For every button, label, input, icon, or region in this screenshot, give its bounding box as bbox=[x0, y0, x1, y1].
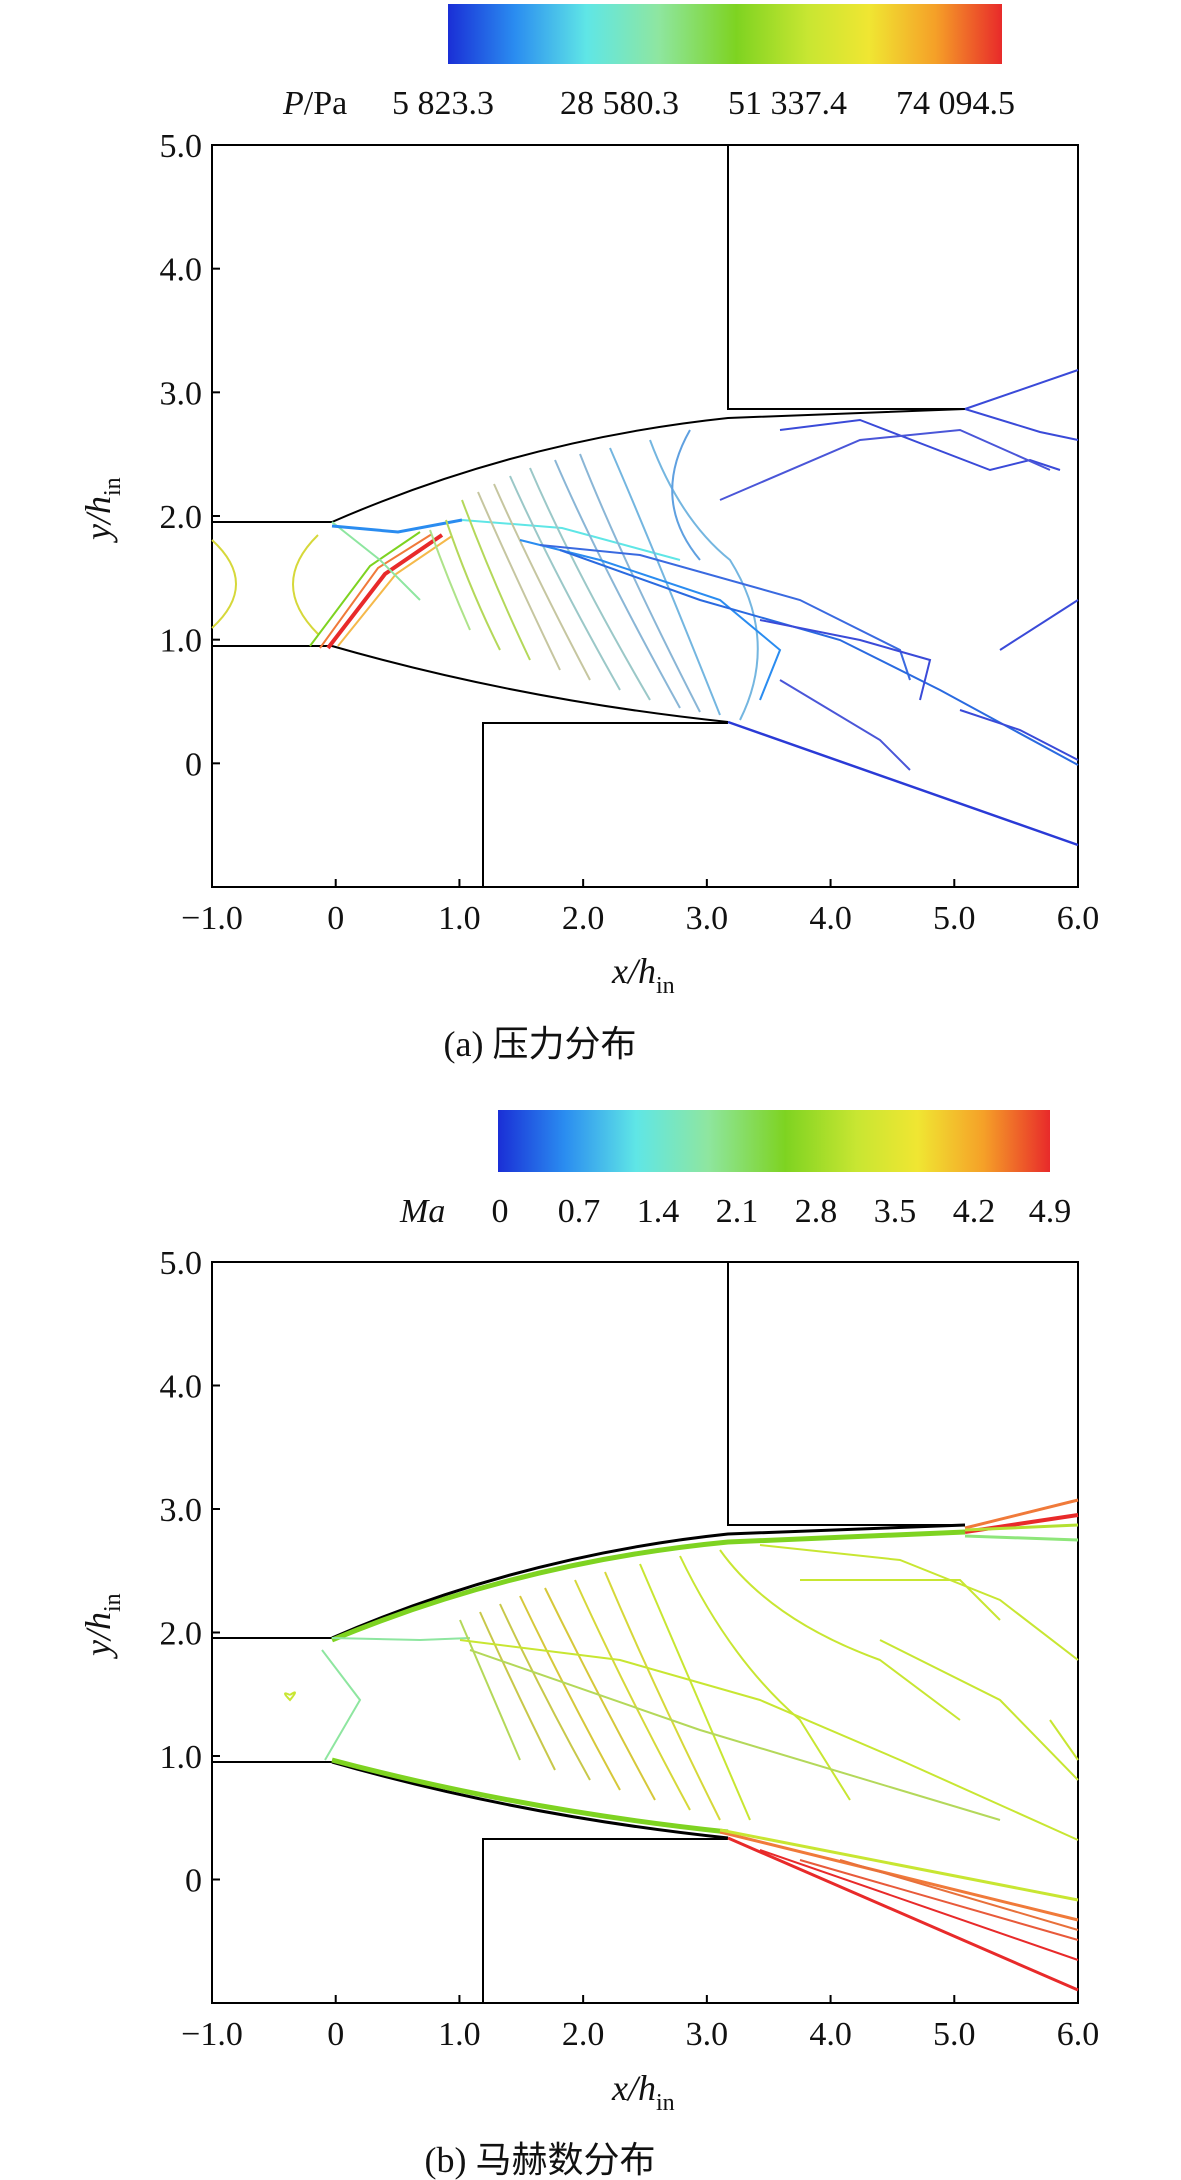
y-tick-label: 2.0 bbox=[160, 1616, 203, 1653]
y-tick-label: 4.0 bbox=[160, 1369, 203, 1406]
colorbar-label: 2.1 bbox=[716, 1193, 759, 1230]
colorbar-label: 0.7 bbox=[558, 1193, 601, 1230]
y-ticks-pressure: 0 1.0 2.0 3.0 4.0 5.0 bbox=[160, 128, 220, 783]
y-tick-label: 4.0 bbox=[160, 252, 203, 289]
colorbar-label: 4.2 bbox=[953, 1193, 996, 1230]
x-axis-label: x/hin bbox=[611, 951, 675, 999]
panel-mach: Ma 0 0.7 1.4 2.1 2.8 3.5 4.2 4.9 bbox=[78, 1110, 1099, 2180]
x-axis-label: x/hin bbox=[611, 2068, 675, 2116]
y-tick-label: 5.0 bbox=[160, 128, 203, 165]
y-tick-label: 0 bbox=[185, 1863, 202, 1900]
y-tick-label: 3.0 bbox=[160, 375, 203, 412]
colorbar-pressure-title: P/Pa bbox=[282, 85, 347, 122]
contours-mach bbox=[284, 1498, 1079, 1992]
y-tick-label: 1.0 bbox=[160, 623, 203, 660]
x-tick-label: 3.0 bbox=[686, 900, 729, 937]
colorbar-label: 2.8 bbox=[795, 1193, 838, 1230]
x-tick-label: 1.0 bbox=[438, 2016, 481, 2053]
caption-pressure: (a) 压力分布 bbox=[444, 1024, 637, 1064]
x-tick-label: 4.0 bbox=[809, 900, 852, 937]
x-tick-label: 0 bbox=[327, 2016, 344, 2053]
x-tick-label: −1.0 bbox=[181, 2016, 243, 2053]
x-tick-label: 3.0 bbox=[686, 2016, 729, 2053]
y-tick-label: 0 bbox=[185, 746, 202, 783]
x-tick-label: 0 bbox=[327, 900, 344, 937]
x-tick-label: 2.0 bbox=[562, 900, 605, 937]
x-ticks-mach: −1.0 0 1.0 2.0 3.0 4.0 5.0 6.0 bbox=[181, 1995, 1099, 2053]
colorbar-mach-title: Ma bbox=[399, 1193, 445, 1230]
colorbar-pressure bbox=[448, 4, 1002, 64]
x-tick-label: 6.0 bbox=[1057, 900, 1100, 937]
colorbar-label: 28 580.3 bbox=[560, 85, 679, 122]
colorbar-label: 74 094.5 bbox=[896, 85, 1015, 122]
y-axis-label: y/hin bbox=[78, 477, 126, 543]
x-tick-label: 1.0 bbox=[438, 900, 481, 937]
colorbar-mach bbox=[498, 1110, 1050, 1172]
colorbar-label: 0 bbox=[492, 1193, 509, 1230]
plot-frame-pressure bbox=[211, 144, 1079, 888]
y-tick-label: 1.0 bbox=[160, 1739, 203, 1776]
y-tick-label: 3.0 bbox=[160, 1492, 203, 1529]
x-tick-label: 5.0 bbox=[933, 2016, 976, 2053]
x-tick-label: 6.0 bbox=[1057, 2016, 1100, 2053]
colorbar-label: 5 823.3 bbox=[392, 85, 494, 122]
y-tick-label: 5.0 bbox=[160, 1245, 203, 1282]
colorbar-label: 1.4 bbox=[637, 1193, 680, 1230]
x-tick-label: 5.0 bbox=[933, 900, 976, 937]
y-tick-label: 2.0 bbox=[160, 499, 203, 536]
colorbar-label: 3.5 bbox=[874, 1193, 917, 1230]
panel-pressure: P/Pa 5 823.3 28 580.3 51 337.4 74 094.5 bbox=[78, 4, 1099, 1064]
x-tick-label: −1.0 bbox=[181, 900, 243, 937]
walls-mach bbox=[212, 1262, 966, 2003]
contours-pressure bbox=[211, 369, 1079, 847]
x-tick-label: 4.0 bbox=[809, 2016, 852, 2053]
walls-pressure bbox=[212, 145, 966, 887]
colorbar-label: 4.9 bbox=[1029, 1193, 1072, 1230]
x-tick-label: 2.0 bbox=[562, 2016, 605, 2053]
x-ticks-pressure: −1.0 0 1.0 2.0 3.0 4.0 5.0 6.0 bbox=[181, 879, 1099, 937]
caption-mach: (b) 马赫数分布 bbox=[425, 2140, 656, 2180]
y-ticks-mach: 0 1.0 2.0 3.0 4.0 5.0 bbox=[160, 1245, 220, 1900]
colorbar-label: 51 337.4 bbox=[728, 85, 847, 122]
y-axis-label: y/hin bbox=[78, 1593, 126, 1659]
